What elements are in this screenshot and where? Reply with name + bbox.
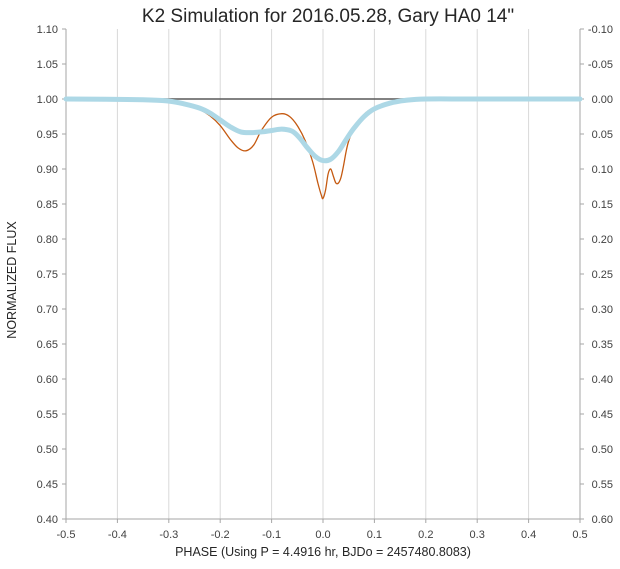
x-tick-label: -0.3	[159, 529, 178, 541]
y-tick-label: 0.85	[37, 199, 58, 211]
y2-tick-label: 0.45	[592, 409, 613, 421]
x-tick-label: -0.5	[57, 529, 76, 541]
y2-tick-label: 0.15	[592, 199, 613, 211]
y2-tick-label: -0.10	[588, 24, 613, 36]
y2-tick-label: 0.50	[592, 444, 613, 456]
y-tick-label: 1.10	[37, 24, 58, 36]
y2-tick-label: 0.30	[592, 304, 613, 316]
y2-tick-label: 0.55	[592, 479, 613, 491]
x-tick-label: 0.2	[418, 529, 433, 541]
y-tick-label: 0.55	[37, 409, 58, 421]
y-tick-label: 0.50	[37, 444, 58, 456]
y-tick-label: 0.70	[37, 304, 58, 316]
y-tick-label: 0.95	[37, 129, 58, 141]
y2-tick-label: 0.35	[592, 339, 613, 351]
x-tick-label: 0.4	[521, 529, 536, 541]
x-tick-label: -0.4	[108, 529, 127, 541]
y2-tick-label: 0.10	[592, 164, 613, 176]
y2-tick-label: -0.05	[588, 59, 613, 71]
y-tick-label: 0.60	[37, 374, 58, 386]
y-tick-label: 0.80	[37, 234, 58, 246]
y-axis-title: NORMALIZED FLUX	[5, 221, 19, 339]
y-tick-label: 0.65	[37, 339, 58, 351]
x-tick-label: 0.1	[367, 529, 382, 541]
y2-tick-label: 0.60	[592, 514, 613, 526]
y2-tick-label: 0.40	[592, 374, 613, 386]
x-tick-label: -0.2	[211, 529, 230, 541]
y2-tick-label: 0.00	[592, 94, 613, 106]
y-tick-label: 0.45	[37, 479, 58, 491]
chart-title: K2 Simulation for 2016.05.28, Gary HA0 1…	[142, 6, 514, 27]
x-tick-label: 0.0	[315, 529, 330, 541]
grid-layer	[65, 29, 581, 519]
axis-layer	[62, 28, 584, 523]
y2-tick-label: 0.20	[592, 234, 613, 246]
x-tick-label: 0.5	[572, 529, 587, 541]
y-tick-label: 1.05	[37, 59, 58, 71]
y2-tick-label: 0.05	[592, 129, 613, 141]
y-tick-label: 0.75	[37, 269, 58, 281]
y-tick-label: 0.40	[37, 514, 58, 526]
x-tick-label: -0.1	[262, 529, 281, 541]
y2-tick-label: 0.25	[592, 269, 613, 281]
y-tick-label: 0.90	[37, 164, 58, 176]
tick-layer: 0.40 0.45 0.50 0.55 0.60 0.65 0.70 0.75 0.80 0.85…	[37, 24, 613, 541]
x-axis-title: PHASE (Using P = 4.4916 hr, BJDo = 24574…	[175, 545, 471, 559]
x-tick-label: 0.3	[470, 529, 485, 541]
y-tick-label: 1.00	[37, 94, 58, 106]
observed-series-line	[63, 96, 583, 164]
series-layer	[63, 96, 583, 200]
